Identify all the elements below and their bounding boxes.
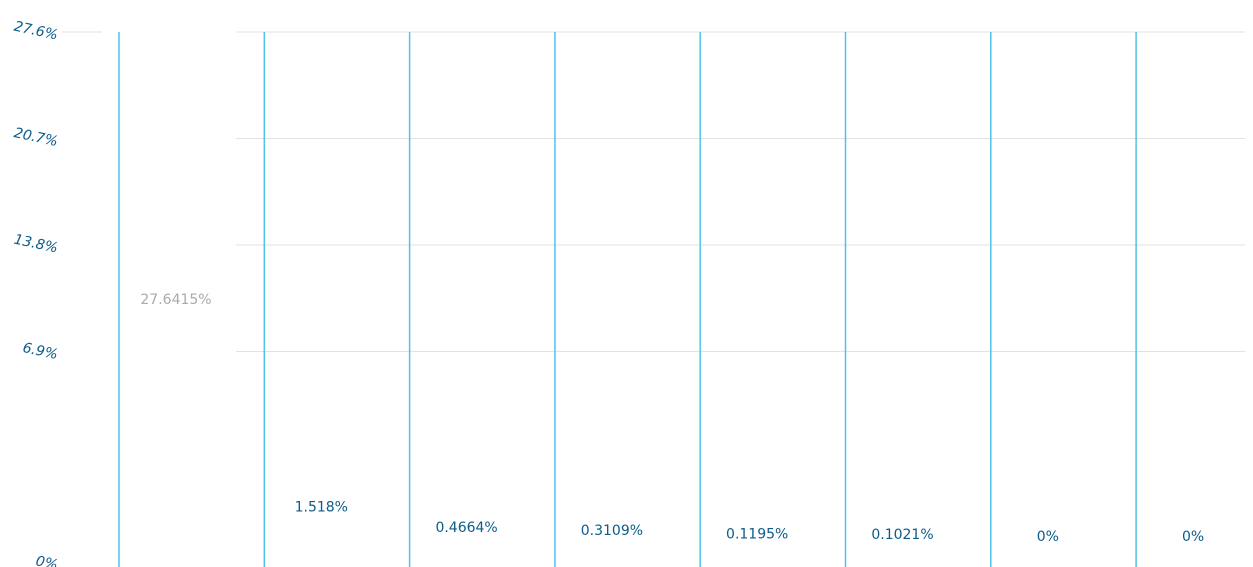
data-label: 0.4664% xyxy=(435,520,497,536)
data-label: 0.3109% xyxy=(581,523,643,539)
data-label: 27.6415% xyxy=(140,292,211,308)
data-label: 0.1195% xyxy=(726,527,788,543)
y-tick-label: 13.8% xyxy=(12,232,59,257)
bar xyxy=(410,451,526,458)
y-tick-label: 27.6% xyxy=(12,19,59,44)
y-tick-label: 6.9% xyxy=(21,340,59,363)
data-label: 1.518% xyxy=(295,499,348,515)
bar xyxy=(555,453,671,458)
bar xyxy=(119,31,235,458)
y-tick-label: 20.7% xyxy=(12,125,59,150)
bar xyxy=(700,456,816,458)
bar xyxy=(846,456,962,458)
data-label: 0% xyxy=(1037,529,1059,545)
y-tick-label: 0% xyxy=(34,553,59,567)
data-label: 0.1021% xyxy=(871,527,933,543)
bar xyxy=(264,435,380,458)
data-label: 0% xyxy=(1182,529,1204,545)
